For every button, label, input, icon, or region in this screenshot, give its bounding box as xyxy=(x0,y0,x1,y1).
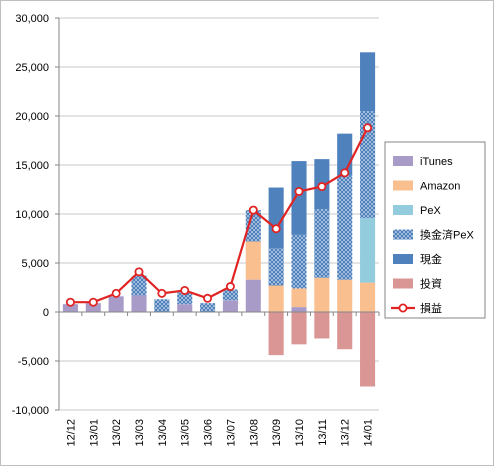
y-tick-label: 5,000 xyxy=(21,258,49,270)
bar-投資 xyxy=(314,312,330,339)
legend-label: iTunes xyxy=(420,156,453,168)
x-tick-label: 12/12 xyxy=(65,419,77,447)
bar-iTunes xyxy=(131,295,147,312)
bar-Amazon xyxy=(245,241,261,280)
x-axis-tick-labels: 12/12 13/01 13/02 13/03 13/04 13/05 13/06 13/07… xyxy=(65,419,374,447)
legend-swatch xyxy=(393,254,413,264)
bar-投資 xyxy=(360,312,376,387)
line-point xyxy=(317,182,327,192)
bar-iTunes xyxy=(85,303,101,312)
legend-label: 損益 xyxy=(420,301,442,315)
line-point xyxy=(111,288,121,298)
y-tick-label: 30,000 xyxy=(15,13,49,25)
x-tick-label: 13/12 xyxy=(340,419,352,447)
x-tick-label: 13/08 xyxy=(248,419,260,447)
bar-換金済PeX xyxy=(131,275,147,296)
bar-投資 xyxy=(268,312,284,356)
bar-投資 xyxy=(337,312,353,350)
legend-label: 換金済PeX xyxy=(420,228,474,242)
legend-swatch xyxy=(393,180,413,191)
y-tick-label: 0 xyxy=(43,307,49,319)
line-point xyxy=(203,293,213,303)
bar-iTunes xyxy=(62,304,78,312)
x-tick-label: 13/07 xyxy=(225,419,237,447)
y-tick-label: 25,000 xyxy=(15,62,49,74)
x-tick-label: 14/01 xyxy=(363,419,375,447)
line-point xyxy=(180,285,190,295)
bar-PeX xyxy=(360,217,376,283)
bar-iTunes xyxy=(291,307,307,312)
line-point xyxy=(225,282,235,292)
line-series xyxy=(65,123,373,307)
legend-label: PeX xyxy=(420,205,441,217)
y-tick-label: -10,000 xyxy=(12,405,49,417)
line-point xyxy=(363,123,373,133)
y-axis-tick-labels: -10,000 -5,000 0 5,000 10,000 15,000 20,000 25,… xyxy=(12,13,49,417)
axes xyxy=(55,17,380,411)
bar-現金 xyxy=(268,187,284,249)
line-point xyxy=(134,267,144,277)
x-tick-label: 13/02 xyxy=(111,419,123,447)
bar-iTunes xyxy=(177,304,193,312)
y-tick-label: 10,000 xyxy=(15,209,49,221)
x-tick-label: 13/05 xyxy=(180,419,192,447)
bar-series xyxy=(62,52,376,387)
line-point xyxy=(248,205,258,215)
y-tick-label: -5,000 xyxy=(18,356,49,368)
line-point xyxy=(157,288,167,298)
bar-換金済PeX xyxy=(291,234,307,289)
y-tick-label: 20,000 xyxy=(15,111,49,123)
bar-Amazon xyxy=(360,282,376,312)
x-tick-label: 13/04 xyxy=(157,419,169,447)
legend-label: Amazon xyxy=(420,181,460,193)
bar-換金済PeX xyxy=(337,175,353,280)
x-tick-label: 13/03 xyxy=(134,419,146,447)
bar-換金済PeX xyxy=(268,248,284,286)
x-tick-label: 13/06 xyxy=(203,419,215,447)
x-tick-label: 13/11 xyxy=(317,419,329,446)
bar-iTunes xyxy=(245,279,261,312)
legend-swatch xyxy=(393,278,413,289)
bar-換金済PeX xyxy=(222,289,238,301)
line-point xyxy=(65,297,75,307)
legend-swatch xyxy=(393,229,413,240)
x-tick-label: 13/01 xyxy=(88,419,100,447)
legend-marker xyxy=(398,303,408,313)
legend-swatch xyxy=(393,205,413,215)
bar-換金済PeX xyxy=(154,299,170,312)
line-point xyxy=(294,186,304,196)
line-point xyxy=(340,168,350,178)
bar-iTunes xyxy=(108,296,124,312)
bar-iTunes xyxy=(222,300,238,312)
bar-Amazon xyxy=(268,285,284,312)
legend-label: 現金 xyxy=(420,252,442,266)
legend-swatch xyxy=(393,156,413,166)
bar-Amazon xyxy=(291,288,307,308)
bar-Amazon xyxy=(337,279,353,312)
y-tick-label: 15,000 xyxy=(15,160,49,172)
line-point xyxy=(88,297,98,307)
line-point xyxy=(271,224,281,234)
bar-現金 xyxy=(291,161,307,235)
bar-換金済PeX xyxy=(200,303,216,312)
x-tick-label: 13/09 xyxy=(271,419,283,447)
bar-換金済PeX xyxy=(360,111,376,218)
bar-現金 xyxy=(360,52,376,112)
bar-Amazon xyxy=(314,277,330,312)
bar-換金済PeX xyxy=(245,210,261,242)
x-tick-label: 13/10 xyxy=(294,419,306,447)
gridlines xyxy=(59,17,379,411)
bar-投資 xyxy=(291,312,307,345)
legend-label: 投資 xyxy=(420,277,442,291)
bar-換金済PeX xyxy=(314,209,330,278)
bar-換金済PeX xyxy=(177,292,193,305)
